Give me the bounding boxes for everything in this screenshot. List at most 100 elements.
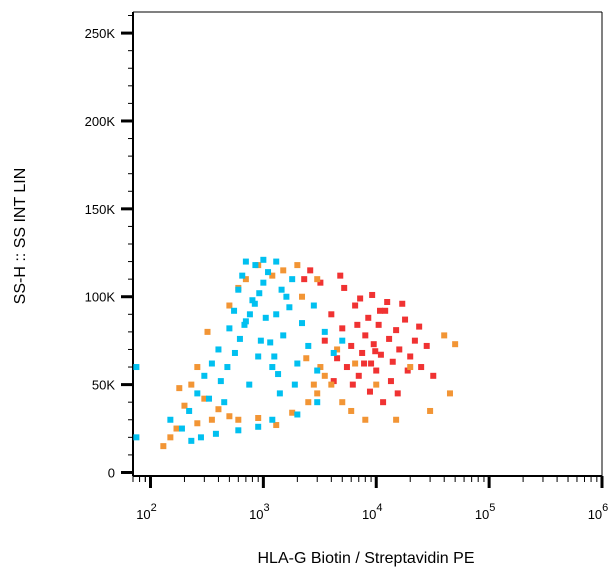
data-point: [349, 381, 356, 388]
data-point: [321, 328, 328, 335]
data-point: [328, 311, 335, 318]
data-point: [188, 381, 195, 388]
data-point: [384, 299, 391, 305]
data-point: [294, 411, 301, 418]
data-point: [208, 416, 215, 423]
data-point: [289, 276, 296, 283]
data-point: [260, 279, 267, 286]
x-axis-ticks: 102 103 104 105 106: [132, 476, 608, 522]
data-point: [252, 262, 259, 269]
data-point: [188, 437, 195, 444]
data-point: [256, 290, 263, 297]
data-point: [305, 342, 312, 349]
data-point: [231, 307, 238, 314]
data-point: [361, 360, 368, 367]
data-point: [197, 434, 204, 441]
data-point: [262, 314, 269, 321]
y-tick-label: 250K: [85, 26, 116, 41]
data-point: [299, 293, 306, 300]
data-point: [255, 353, 262, 360]
series-3: [133, 256, 346, 444]
data-point: [246, 311, 253, 318]
data-point: [310, 302, 317, 309]
data-point: [321, 372, 328, 379]
data-point: [321, 337, 328, 344]
y-tick-label: 100K: [85, 290, 116, 305]
data-point: [215, 406, 222, 413]
data-point: [373, 367, 380, 374]
data-point: [394, 390, 401, 397]
data-point: [307, 267, 314, 274]
data-point: [255, 423, 262, 430]
data-point: [446, 390, 453, 397]
data-point: [294, 262, 301, 269]
data-point: [357, 295, 364, 302]
data-point: [407, 364, 414, 371]
data-point: [305, 399, 312, 406]
data-point: [372, 348, 379, 355]
data-point: [181, 402, 188, 409]
data-point: [366, 388, 373, 395]
data-point: [334, 346, 341, 353]
data-point: [370, 341, 377, 348]
data-point: [278, 286, 285, 293]
data-point: [273, 258, 280, 265]
data-point: [354, 321, 361, 328]
data-point: [399, 300, 406, 307]
series-1: [301, 267, 437, 406]
data-point: [375, 321, 382, 328]
data-point: [260, 256, 267, 263]
data-point: [267, 339, 274, 346]
data-point: [352, 360, 359, 367]
data-point: [276, 390, 283, 397]
data-points: [133, 256, 459, 450]
data-point: [365, 314, 372, 321]
data-point: [217, 378, 224, 385]
data-point: [257, 337, 264, 344]
data-point: [330, 349, 337, 356]
data-point: [402, 316, 409, 323]
data-point: [249, 297, 256, 304]
data-point: [251, 300, 258, 307]
data-point: [294, 360, 301, 367]
data-point: [186, 407, 193, 414]
data-point: [269, 272, 276, 279]
data-point: [339, 399, 346, 406]
data-point: [221, 399, 228, 406]
x-tick-label: 104: [362, 502, 383, 522]
data-point: [133, 364, 140, 371]
data-point: [411, 337, 418, 344]
data-point: [355, 372, 362, 379]
data-point: [275, 371, 282, 378]
data-point: [291, 381, 298, 388]
data-point: [201, 372, 208, 379]
x-tick-label: 105: [475, 502, 496, 522]
data-point: [348, 342, 355, 349]
data-point: [377, 351, 384, 358]
data-point: [242, 318, 249, 325]
data-point: [339, 325, 346, 332]
data-point: [380, 399, 387, 406]
data-point: [407, 353, 414, 360]
data-point: [283, 293, 290, 300]
data-point: [224, 364, 231, 371]
data-point: [330, 378, 337, 385]
data-point: [387, 378, 394, 385]
data-point: [369, 291, 376, 298]
data-point: [314, 399, 321, 406]
data-point: [241, 321, 248, 328]
y-tick-label: 200K: [85, 114, 116, 129]
data-point: [314, 367, 321, 374]
data-point: [430, 372, 437, 379]
data-point: [377, 307, 384, 314]
series-2: [160, 262, 459, 450]
data-point: [133, 434, 140, 441]
data-point: [255, 415, 262, 421]
data-point: [393, 327, 400, 334]
data-point: [289, 409, 296, 416]
data-point: [212, 430, 219, 437]
data-point: [382, 307, 389, 314]
x-tick-label: 103: [249, 502, 270, 522]
data-point: [208, 360, 215, 367]
